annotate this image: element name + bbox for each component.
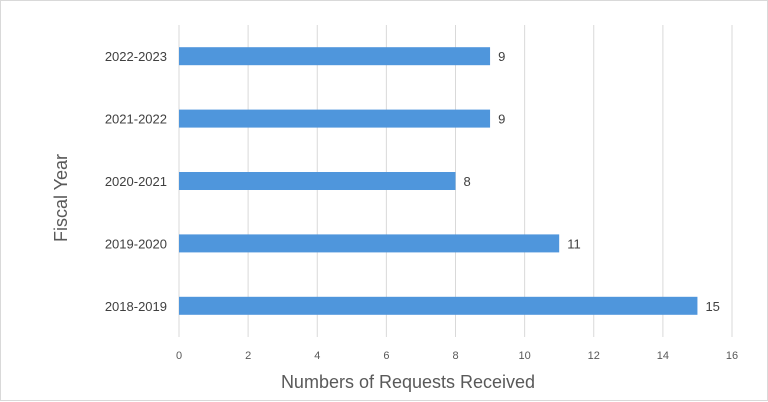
data-label: 8	[464, 174, 471, 189]
x-tick-label: 14	[657, 350, 669, 362]
category-label: 2018-2019	[105, 299, 167, 314]
category-labels: 2022-2023 2021-2022 2020-2021 2019-2020 2018…	[105, 49, 167, 314]
category-label: 2022-2023	[105, 49, 167, 64]
data-label: 15	[705, 299, 719, 314]
data-label: 9	[498, 112, 505, 127]
bar	[179, 234, 560, 253]
x-tick-label: 6	[383, 350, 389, 362]
x-tick-label: 8	[452, 350, 458, 362]
x-tick-labels: 0 2 4 6 8 10 12 14 16	[176, 350, 738, 362]
x-tick-label: 16	[726, 350, 738, 362]
bar	[179, 47, 491, 66]
x-tick-label: 0	[176, 350, 182, 362]
data-label: 11	[567, 236, 581, 251]
x-tick-label: 10	[519, 350, 531, 362]
category-label: 2020-2021	[105, 174, 167, 189]
data-label: 9	[498, 49, 505, 64]
bar	[179, 296, 698, 315]
bar	[179, 109, 491, 128]
bar	[179, 172, 456, 190]
y-axis-title: Fiscal Year	[51, 154, 71, 242]
category-label: 2019-2020	[105, 236, 167, 251]
x-tick-label: 4	[314, 350, 320, 362]
x-tick-label: 2	[245, 350, 251, 362]
data-labels: 9 9 8 11 15	[464, 49, 720, 314]
x-tick-label: 12	[588, 350, 600, 362]
category-label: 2021-2022	[105, 112, 167, 127]
bars	[179, 47, 698, 315]
x-axis-title: Numbers of Requests Received	[281, 372, 535, 392]
